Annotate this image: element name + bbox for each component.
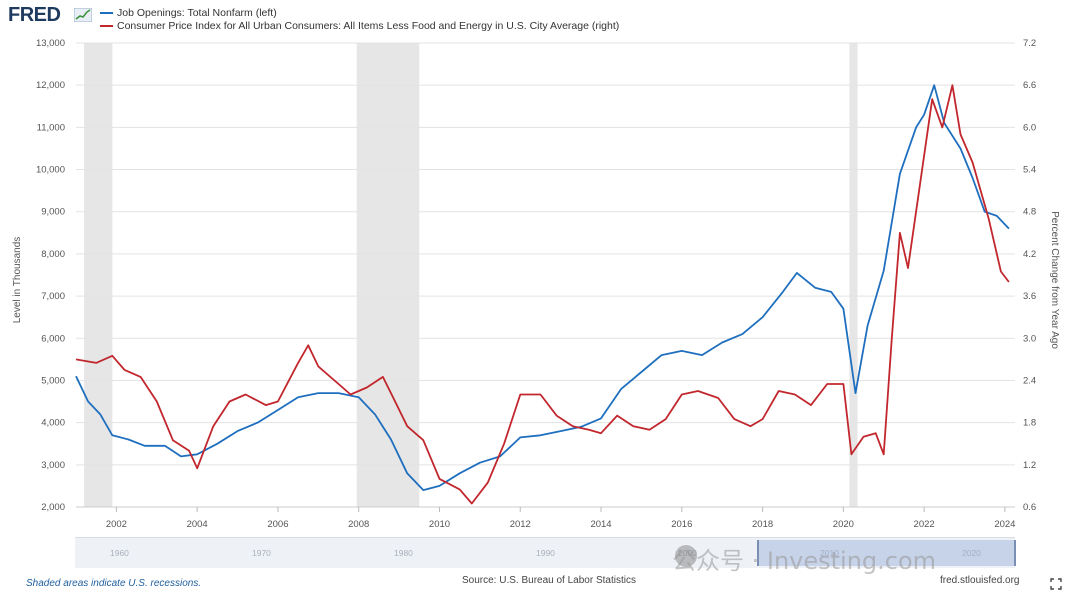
site-link[interactable]: fred.stlouisfed.org [940, 575, 1020, 586]
watermark-text: 公众号 · Investing.com [672, 547, 937, 575]
left-tick-label: 7,000 [41, 291, 65, 302]
x-tick-label: 2022 [914, 519, 935, 530]
left-tick-label: 8,000 [41, 249, 65, 260]
navigator-year-label: 1990 [536, 548, 555, 558]
left-tick-label: 3,000 [41, 460, 65, 471]
chart-area[interactable]: 13,000 12,000 11,000 10,000 9,000 8,000 7,000 6… [0, 0, 1080, 537]
navigator-year-label: 1970 [252, 548, 271, 558]
left-tick-label: 11,000 [37, 122, 65, 133]
right-tick-label: 3.6 [1023, 291, 1036, 302]
recession-band [849, 43, 858, 507]
x-axis-ticks: 2002 2004 2006 2008 2010 2012 2014 2016 2018 2020… [106, 507, 1015, 530]
legend-item-job-openings[interactable]: Job Openings: Total Nonfarm (left) [100, 7, 277, 19]
left-tick-label: 6,000 [41, 333, 65, 344]
right-tick-label: 1.8 [1023, 418, 1036, 429]
source-text: Source: U.S. Bureau of Labor Statistics [462, 575, 636, 586]
right-tick-label: 5.4 [1023, 165, 1036, 176]
navigator-year-label: 2020 [962, 548, 981, 558]
x-tick-label: 2012 [510, 519, 531, 530]
x-tick-label: 2004 [187, 519, 208, 530]
x-tick-label: 2018 [752, 519, 773, 530]
recession-band [356, 43, 420, 507]
right-tick-label: 2.4 [1023, 375, 1036, 386]
left-tick-label: 5,000 [41, 375, 65, 386]
left-tick-label: 2,000 [41, 502, 65, 513]
recession-band [84, 43, 113, 507]
left-tick-label: 4,000 [41, 418, 65, 429]
left-tick-label: 9,000 [41, 207, 65, 218]
left-tick-label: 13,000 [36, 38, 65, 49]
right-tick-label: 6.6 [1023, 80, 1036, 91]
legend-label: Job Openings: Total Nonfarm (left) [117, 7, 277, 19]
right-tick-label: 7.2 [1023, 38, 1036, 49]
recession-note: Shaded areas indicate U.S. recessions. [26, 578, 202, 589]
navigator-year-label: 1960 [110, 548, 129, 558]
fullscreen-icon[interactable] [1050, 578, 1062, 590]
left-tick-label: 12,000 [36, 80, 65, 91]
x-tick-label: 2006 [267, 519, 288, 530]
x-tick-label: 2016 [671, 519, 692, 530]
x-tick-label: 2002 [106, 519, 127, 530]
fred-logo[interactable]: FRED [8, 4, 61, 26]
navigator-range-window[interactable] [757, 540, 1016, 566]
chart-trend-icon [74, 8, 92, 22]
navigator-year-label: 1980 [394, 548, 413, 558]
right-axis-title: Percent Change from Year Ago [1049, 211, 1060, 349]
right-tick-label: 6.0 [1023, 122, 1036, 133]
series-cpi-line[interactable] [75, 84, 1010, 505]
right-tick-label: 4.2 [1023, 249, 1036, 260]
legend-swatch-red [100, 25, 113, 28]
legend-swatch-blue [100, 12, 113, 15]
series-layer [75, 84, 1010, 505]
range-navigator[interactable]: 1960 1970 1980 1990 2000 2010 2020 [75, 537, 1016, 568]
legend-item-cpi[interactable]: Consumer Price Index for All Urban Consu… [100, 20, 619, 32]
x-tick-label: 2020 [833, 519, 854, 530]
right-tick-label: 0.6 [1023, 502, 1036, 513]
right-tick-label: 4.8 [1023, 207, 1036, 218]
navigator-year-label: 2000 [678, 548, 697, 558]
x-tick-label: 2008 [348, 519, 369, 530]
left-tick-label: 10,000 [36, 165, 65, 176]
right-axis-ticks: 7.2 6.6 6.0 5.4 4.8 4.2 3.6 3.0 2.4 1.8 1.2 0.6 [1023, 38, 1036, 513]
x-tick-label: 2014 [590, 519, 611, 530]
watermark-logo-icon [675, 545, 697, 567]
series-job-openings-line[interactable] [75, 84, 1010, 492]
x-tick-label: 2024 [994, 519, 1015, 530]
x-tick-label: 2010 [429, 519, 450, 530]
right-tick-label: 1.2 [1023, 460, 1036, 471]
left-axis-title: Level in Thousands [12, 237, 23, 324]
legend-label: Consumer Price Index for All Urban Consu… [117, 20, 620, 32]
left-axis-ticks: 13,000 12,000 11,000 10,000 9,000 8,000 7,000 6… [36, 38, 65, 513]
gridlines-layer [76, 42, 1015, 508]
right-tick-label: 3.0 [1023, 333, 1036, 344]
navigator-year-label: 2010 [820, 548, 839, 558]
recession-shading-layer [84, 43, 858, 507]
